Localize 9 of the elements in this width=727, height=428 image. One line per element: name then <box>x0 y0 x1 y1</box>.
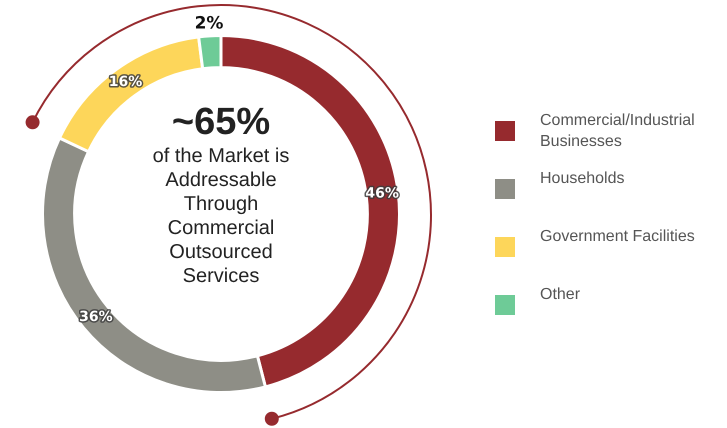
data-label: 16% <box>108 74 142 90</box>
legend-label: Commercial/Industrial Businesses <box>540 111 696 152</box>
data-label: 36% <box>79 309 113 326</box>
legend-label: Government Facilities <box>540 227 695 247</box>
text: of the Market is Addressable Through Commercial Outsourced Services <box>152 144 290 288</box>
text: ~65% <box>170 100 272 144</box>
legend-label: Households <box>540 169 624 189</box>
legend-label: Other <box>540 285 580 305</box>
data-label: 2% <box>194 13 224 34</box>
